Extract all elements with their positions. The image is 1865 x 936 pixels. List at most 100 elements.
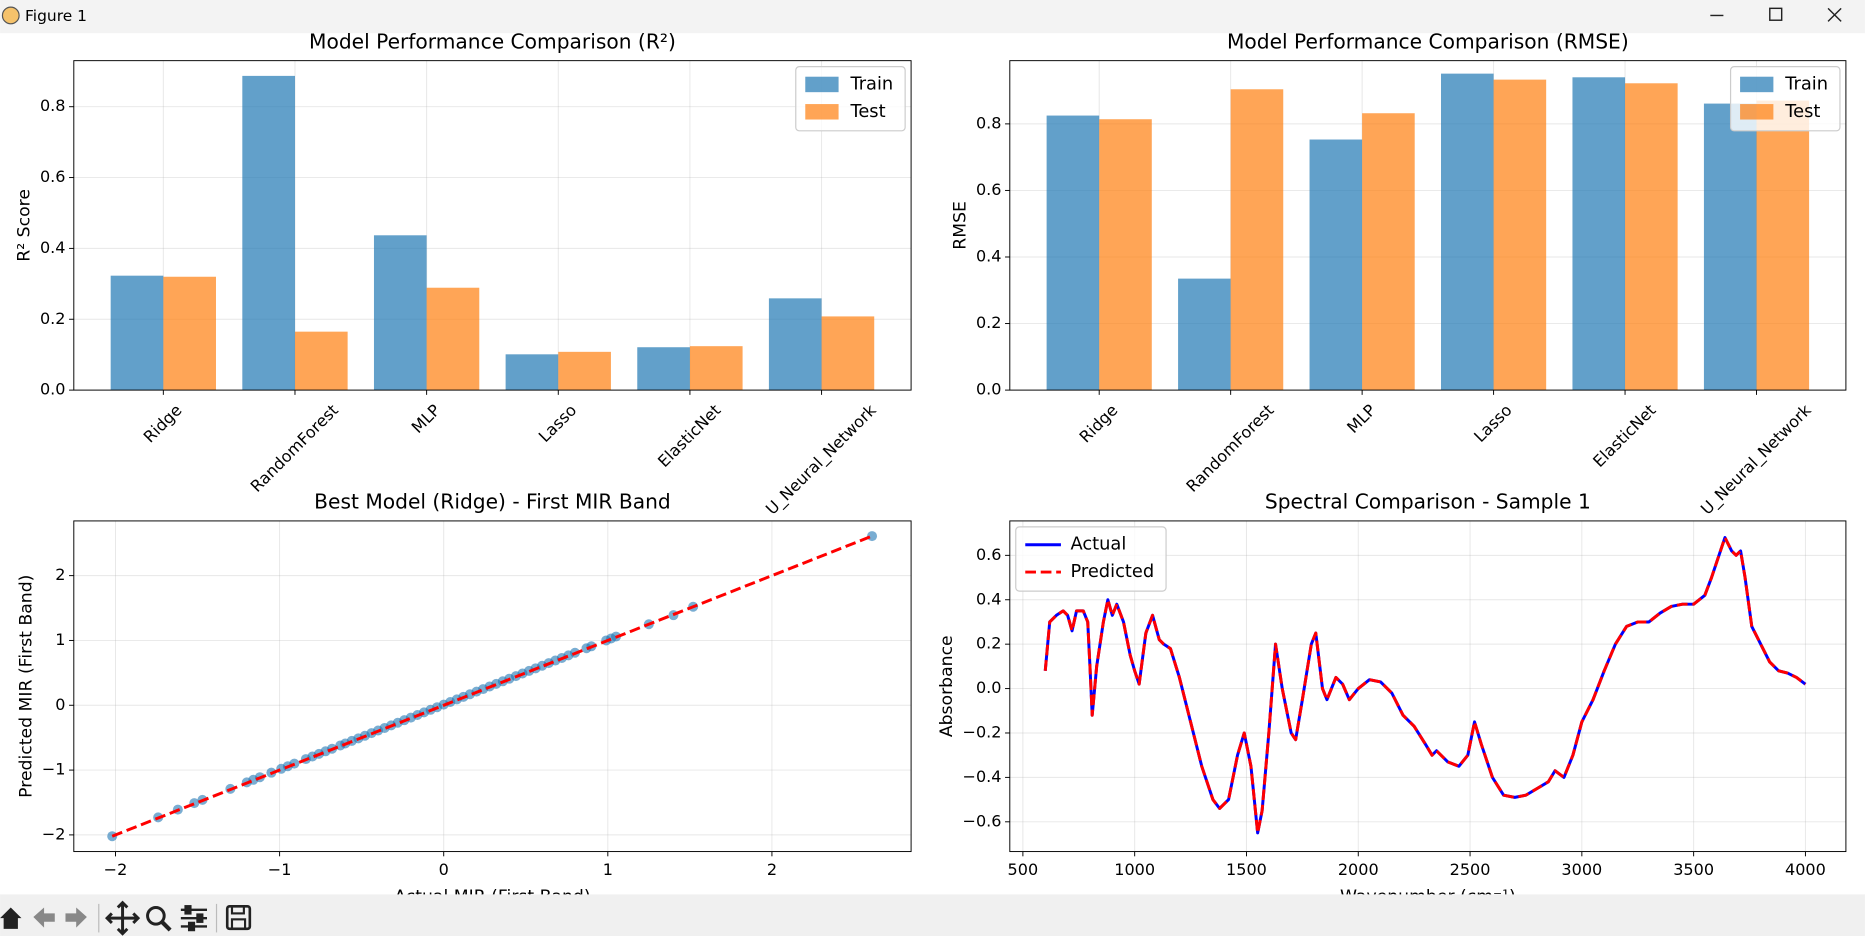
y-tick-label: 0.6 [976, 545, 1002, 564]
marks [110, 75, 875, 391]
close-button[interactable] [1827, 7, 1842, 22]
bar [637, 347, 690, 391]
y-tick-label: 0.8 [976, 113, 1002, 132]
bar [1309, 139, 1363, 391]
y-tick-label: 0.2 [976, 313, 1002, 332]
y-tick-label: 0.4 [976, 246, 1002, 265]
grid [73, 520, 912, 852]
chart-title: Spectral Comparison - Sample 1 [1265, 490, 1591, 514]
legend-label: Train [1784, 73, 1828, 94]
legend: Train Test [1729, 66, 1841, 132]
y-tick-label: 0 [55, 695, 65, 714]
axes-frame [1009, 520, 1847, 853]
bar [505, 354, 559, 391]
bar [426, 287, 480, 391]
y-tick-label: −0.6 [963, 811, 1002, 830]
y-tick-label: 0.6 [976, 180, 1002, 199]
x-tick-label: 500 [1008, 860, 1039, 879]
legend-label: Actual [1070, 534, 1126, 555]
y-axis-label: Predicted MIR (First Band) [16, 575, 36, 798]
y-tick-label: 0.0 [40, 380, 66, 399]
x-tick-label: 1000 [1114, 860, 1155, 879]
legend-swatch [805, 104, 839, 120]
axes-frame [1009, 60, 1847, 391]
toolbar [0, 894, 1865, 936]
bar [1572, 77, 1626, 391]
y-axis-label: RMSE [950, 201, 970, 250]
y-tick-label: 2 [55, 565, 65, 584]
configure-button[interactable] [180, 905, 208, 932]
y-tick-label: 0.0 [976, 380, 1002, 399]
bar [242, 75, 295, 391]
y-tick-label: −0.4 [963, 767, 1002, 786]
axes-frame [73, 520, 912, 853]
x-tick-label: 1500 [1226, 860, 1267, 879]
bar [558, 351, 611, 391]
bar [821, 316, 875, 391]
forward-button[interactable] [65, 907, 87, 928]
legend-label: Train [849, 73, 893, 94]
y-tick-label: 0.2 [976, 634, 1002, 653]
x-tick-label: 2500 [1450, 860, 1491, 879]
y-axis-label: Absorbance [937, 635, 957, 737]
y-tick-label: −0.2 [963, 722, 1002, 741]
x-tick-label: 3000 [1561, 860, 1602, 879]
bar [163, 276, 216, 391]
bar [1362, 113, 1415, 391]
x-tick-label: −1 [268, 860, 292, 879]
bar [1493, 79, 1547, 391]
marks [1046, 73, 1810, 391]
axes-frame [73, 60, 912, 391]
legend-label: Predicted [1070, 561, 1154, 582]
window-title: Figure 1 [25, 7, 87, 25]
zoom-button[interactable] [146, 905, 172, 932]
bar [1099, 119, 1152, 391]
bar [1441, 73, 1494, 391]
chart-title: Model Performance Comparison (R²) [309, 29, 676, 53]
home-button[interactable] [0, 907, 22, 929]
app-icon [1, 6, 20, 25]
bar [1230, 89, 1284, 391]
legend-label: Test [849, 101, 885, 122]
y-tick-label: −2 [42, 824, 66, 843]
fit-line [111, 534, 873, 838]
bar [1178, 278, 1231, 391]
bar [768, 298, 822, 391]
marks [1043, 536, 1807, 835]
x-tick-label: 4000 [1785, 860, 1826, 879]
back-button[interactable] [33, 907, 55, 928]
chart-title: Best Model (Ridge) - First MIR Band [314, 490, 671, 514]
series-line [1043, 536, 1807, 835]
x-tick-label: 3500 [1673, 860, 1714, 879]
figure [0, 33, 1865, 895]
bar [689, 346, 743, 391]
legend-swatch [1740, 76, 1774, 93]
y-tick-label: 0.4 [40, 238, 66, 257]
x-tick-label: −2 [104, 860, 128, 879]
title-bar [0, 0, 1865, 34]
marks [107, 531, 878, 842]
save-button[interactable] [225, 904, 252, 931]
y-tick-label: 0.6 [40, 167, 66, 186]
y-tick-label: 0.2 [40, 309, 66, 328]
chart-title: Model Performance Comparison (RMSE) [1227, 29, 1629, 53]
pan-button[interactable] [105, 900, 141, 936]
legend: Actual Predicted [1015, 526, 1167, 592]
y-axis-label: R² Score [14, 189, 34, 262]
bar [1046, 115, 1100, 391]
y-tick-label: −1 [42, 760, 66, 779]
bar [110, 275, 164, 391]
maximize-button[interactable] [1769, 7, 1783, 21]
y-tick-label: 0.4 [976, 589, 1002, 608]
y-tick-label: 1 [55, 630, 65, 649]
x-tick-label: 1 [603, 860, 613, 879]
bar [1625, 83, 1678, 391]
legend-label: Test [1784, 101, 1820, 122]
y-tick-label: 0.8 [40, 96, 66, 115]
legend-box [1015, 526, 1167, 592]
y-tick-label: 0.0 [976, 678, 1002, 697]
subplot: −2 −1 0 1 2 −2 −1 0 1 2 Best Model (Ridge) - First… [16, 490, 912, 907]
